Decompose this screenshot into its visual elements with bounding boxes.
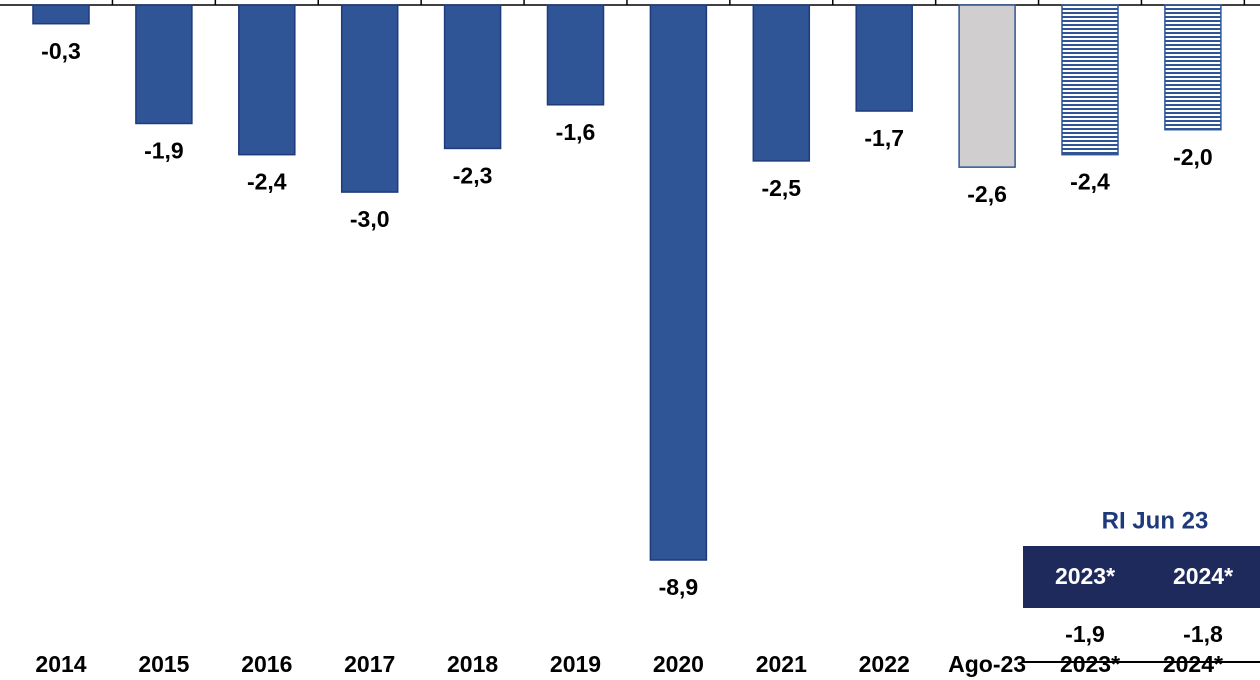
x-tick-label: 2015	[138, 651, 189, 677]
x-tick-label: 2020	[653, 651, 704, 677]
bar	[649, 4, 708, 561]
x-tick-label: Ago-23	[948, 651, 1026, 677]
bar	[340, 4, 399, 193]
x-tick-label: 2024*	[1163, 651, 1223, 677]
value-label: -2,5	[761, 175, 801, 201]
bar	[1164, 4, 1222, 131]
inset-cell: -1,9	[1065, 621, 1105, 647]
x-tick-label: 2018	[447, 651, 498, 677]
inset-header-cell: 2023*	[1055, 563, 1115, 589]
bar	[1061, 4, 1119, 156]
x-tick-label: 2023*	[1060, 651, 1120, 677]
bar	[958, 4, 1016, 168]
bar	[752, 4, 811, 162]
x-tick-label: 2016	[241, 651, 292, 677]
value-label: -2,4	[247, 169, 287, 195]
value-label: -0,3	[41, 38, 81, 64]
inset-header-cell: 2024*	[1173, 563, 1233, 589]
x-tick-label: 2014	[35, 651, 86, 677]
x-tick-label: 2021	[756, 651, 807, 677]
inset-header	[1023, 546, 1260, 608]
bar	[32, 4, 90, 25]
inset-cell: -1,8	[1183, 621, 1223, 647]
x-tick-label: 2017	[344, 651, 395, 677]
bar	[546, 4, 605, 106]
value-label: -8,9	[659, 574, 699, 600]
bar	[238, 4, 296, 156]
bar	[855, 4, 913, 112]
value-label: -2,3	[453, 163, 493, 189]
bar	[443, 4, 502, 150]
value-label: -1,6	[556, 119, 596, 145]
value-label: -3,0	[350, 206, 390, 232]
value-label: -2,4	[1070, 169, 1110, 195]
inset-title: RI Jun 23	[1102, 507, 1209, 534]
x-tick-label: 2022	[859, 651, 910, 677]
x-tick-label: 2019	[550, 651, 601, 677]
value-label: -2,6	[967, 181, 1007, 207]
bar	[135, 4, 193, 125]
value-label: -2,0	[1173, 144, 1213, 170]
value-label: -1,9	[144, 138, 184, 164]
value-label: -1,7	[864, 125, 904, 151]
